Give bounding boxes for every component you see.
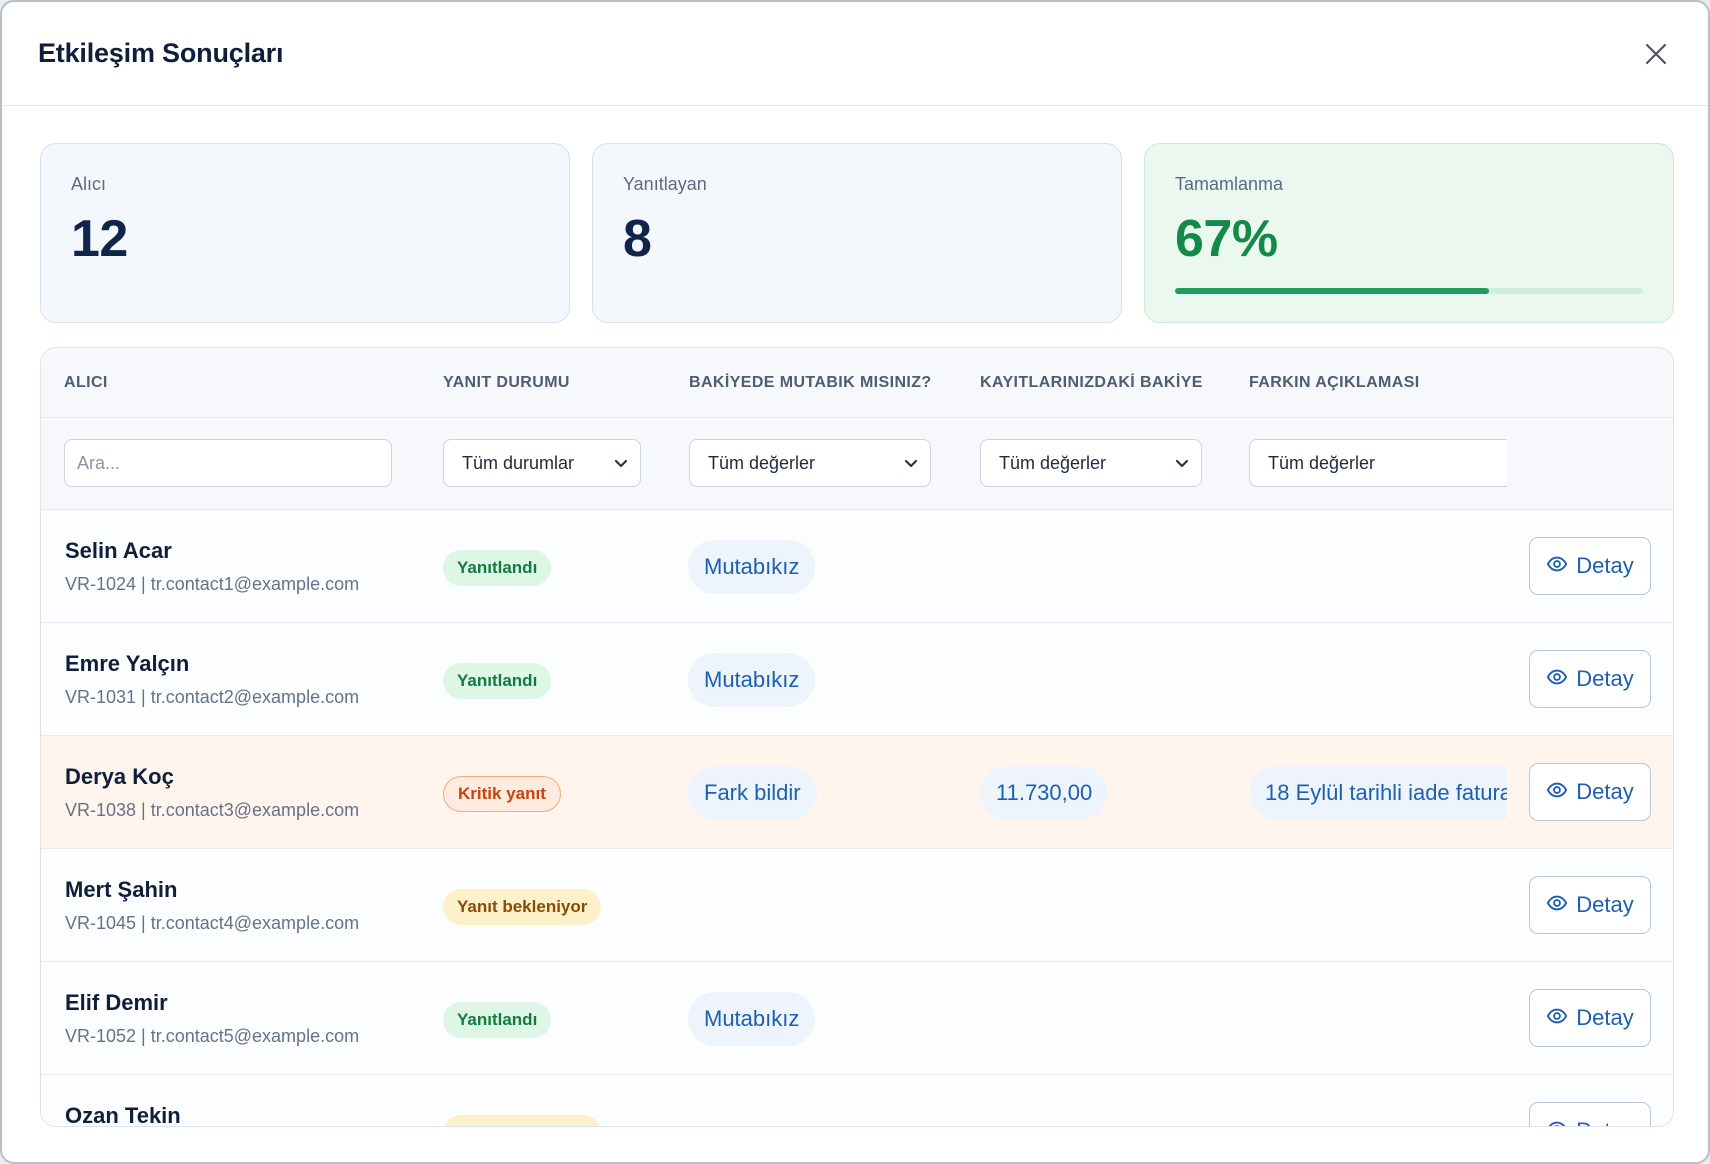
- completion-progress-bar: [1175, 288, 1643, 294]
- column-header-agreement[interactable]: BAKİYEDE MUTABIK MISINIZ?: [689, 374, 932, 391]
- balance-filter-select[interactable]: Tüm değerler: [980, 439, 1202, 487]
- completion-progress-fill: [1175, 288, 1489, 294]
- explanation-filter-select[interactable]: Tüm değerler: [1249, 439, 1507, 487]
- eye-icon: [1547, 895, 1568, 911]
- table-row: Elif Demir VR-1052 | tr.contact5@example…: [41, 962, 1673, 1075]
- detail-button-label: Detay: [1576, 779, 1634, 804]
- table-row: Emre Yalçın VR-1031 | tr.contact2@exampl…: [41, 623, 1673, 736]
- detail-button[interactable]: Detay: [1529, 763, 1651, 821]
- stat-label: Alıcı: [71, 174, 107, 194]
- eye-icon: [1548, 1121, 1566, 1126]
- balance-filter-value: Tüm değerler: [999, 452, 1107, 473]
- balance-pill: 11.730,00: [980, 766, 1109, 820]
- recipient-details: VR-1052 | tr.contact5@example.com: [65, 1026, 360, 1046]
- detail-button-label: Detay: [1576, 666, 1634, 691]
- table-row: Selin Acar VR-1024 | tr.contact1@example…: [41, 510, 1673, 623]
- agreement-pill: Mutabıkız: [688, 992, 816, 1046]
- modal-title: Etkileşim Sonuçları: [38, 38, 284, 68]
- eye-icon: [1547, 1008, 1568, 1024]
- chevron-down-icon: [904, 459, 918, 468]
- stat-label: Yanıtlayan: [623, 174, 707, 194]
- modal-header: Etkileşim Sonuçları: [2, 2, 1708, 106]
- detail-button-label: Detay: [1576, 1118, 1633, 1126]
- table-row: Ozan Tekin Yanıt bekleniyor Detay: [41, 1075, 1673, 1127]
- agreement-filter-value: Tüm değerler: [708, 452, 816, 473]
- status-filter-select[interactable]: Tüm durumlar: [443, 439, 641, 487]
- recipient-name: Derya Koç: [65, 764, 174, 789]
- detail-button-label: Detay: [1576, 892, 1634, 917]
- recipient-details: VR-1038 | tr.contact3@example.com: [65, 800, 360, 820]
- eye-icon: [1547, 782, 1568, 798]
- recipient-name: Ozan Tekin: [65, 1103, 181, 1127]
- detail-button[interactable]: Detay: [1529, 1102, 1651, 1126]
- recipient-name: Emre Yalçın: [65, 651, 190, 676]
- table-header: ALICI YANIT DURUMU BAKİYEDE MUTABIK MISI…: [41, 348, 1673, 418]
- stats-row: Alıcı 12 Yanıtlayan 8 Tamamlanma 67%: [40, 143, 1674, 323]
- explanation-filter-value: Tüm değerler: [1268, 452, 1376, 473]
- status-badge: Kritik yanıt: [443, 776, 561, 812]
- recipient-details: VR-1031 | tr.contact2@example.com: [65, 687, 360, 707]
- close-icon: [1645, 43, 1667, 65]
- agreement-pill: Fark bildir: [688, 766, 817, 820]
- agreement-filter-select[interactable]: Tüm değerler: [689, 439, 931, 487]
- column-header-balance[interactable]: KAYITLARINIZDAKİ BAKİYE: [980, 374, 1203, 391]
- stat-value: 12: [71, 210, 128, 268]
- status-badge: Yanıtlandı: [443, 550, 552, 586]
- status-badge: Yanıtlandı: [443, 663, 552, 699]
- close-button[interactable]: [1638, 36, 1674, 72]
- detail-button[interactable]: Detay: [1529, 876, 1651, 934]
- filter-row: Ara... Tüm durumlar Tüm değerler Tüm değ…: [41, 418, 1673, 510]
- chevron-down-icon: [614, 459, 628, 468]
- agreement-pill: Mutabıkız: [688, 540, 816, 594]
- stat-label: Tamamlanma: [1175, 174, 1284, 194]
- recipient-details: VR-1024 | tr.contact1@example.com: [65, 574, 360, 594]
- detail-button[interactable]: Detay: [1529, 537, 1651, 595]
- results-table: ALICI YANIT DURUMU BAKİYEDE MUTABIK MISI…: [40, 347, 1674, 1127]
- agreement-pill: Mutabıkız: [688, 653, 816, 707]
- stat-card-responders: Yanıtlayan 8: [592, 143, 1122, 323]
- column-header-explanation[interactable]: FARKIN AÇIKLAMASI: [1249, 374, 1420, 391]
- stat-value: 67%: [1175, 210, 1278, 268]
- stat-value: 8: [623, 210, 652, 268]
- explanation-pill: 18 Eylül tarihli iade faturası: [1249, 766, 1507, 820]
- eye-icon: [1547, 669, 1568, 685]
- table-row: Mert Şahin VR-1045 | tr.contact4@example…: [41, 849, 1673, 962]
- eye-icon: [1547, 556, 1568, 572]
- chevron-down-icon: [1175, 459, 1189, 468]
- detail-button[interactable]: Detay: [1529, 989, 1651, 1047]
- detail-button[interactable]: Detay: [1529, 650, 1651, 708]
- status-badge: Yanıt bekleniyor: [443, 889, 602, 925]
- status-badge: Yanıt bekleniyor: [443, 1115, 602, 1126]
- status-filter-value: Tüm durumlar: [462, 452, 575, 473]
- recipient-name: Mert Şahin: [65, 877, 178, 902]
- stat-card-recipients: Alıcı 12: [40, 143, 570, 323]
- stat-card-completion: Tamamlanma 67%: [1144, 143, 1674, 323]
- recipient-name: Selin Acar: [65, 538, 172, 563]
- search-input[interactable]: Ara...: [64, 439, 392, 487]
- column-header-status[interactable]: YANIT DURUMU: [443, 374, 570, 391]
- detail-button-label: Detay: [1576, 553, 1634, 578]
- column-header-recipient[interactable]: ALICI: [64, 374, 108, 391]
- recipient-details: VR-1045 | tr.contact4@example.com: [65, 913, 360, 933]
- detail-button-label: Detay: [1576, 1005, 1634, 1030]
- table-row: Derya Koç VR-1038 | tr.contact3@example.…: [41, 736, 1673, 849]
- status-badge: Yanıtlandı: [443, 1002, 552, 1038]
- recipient-name: Elif Demir: [65, 990, 168, 1015]
